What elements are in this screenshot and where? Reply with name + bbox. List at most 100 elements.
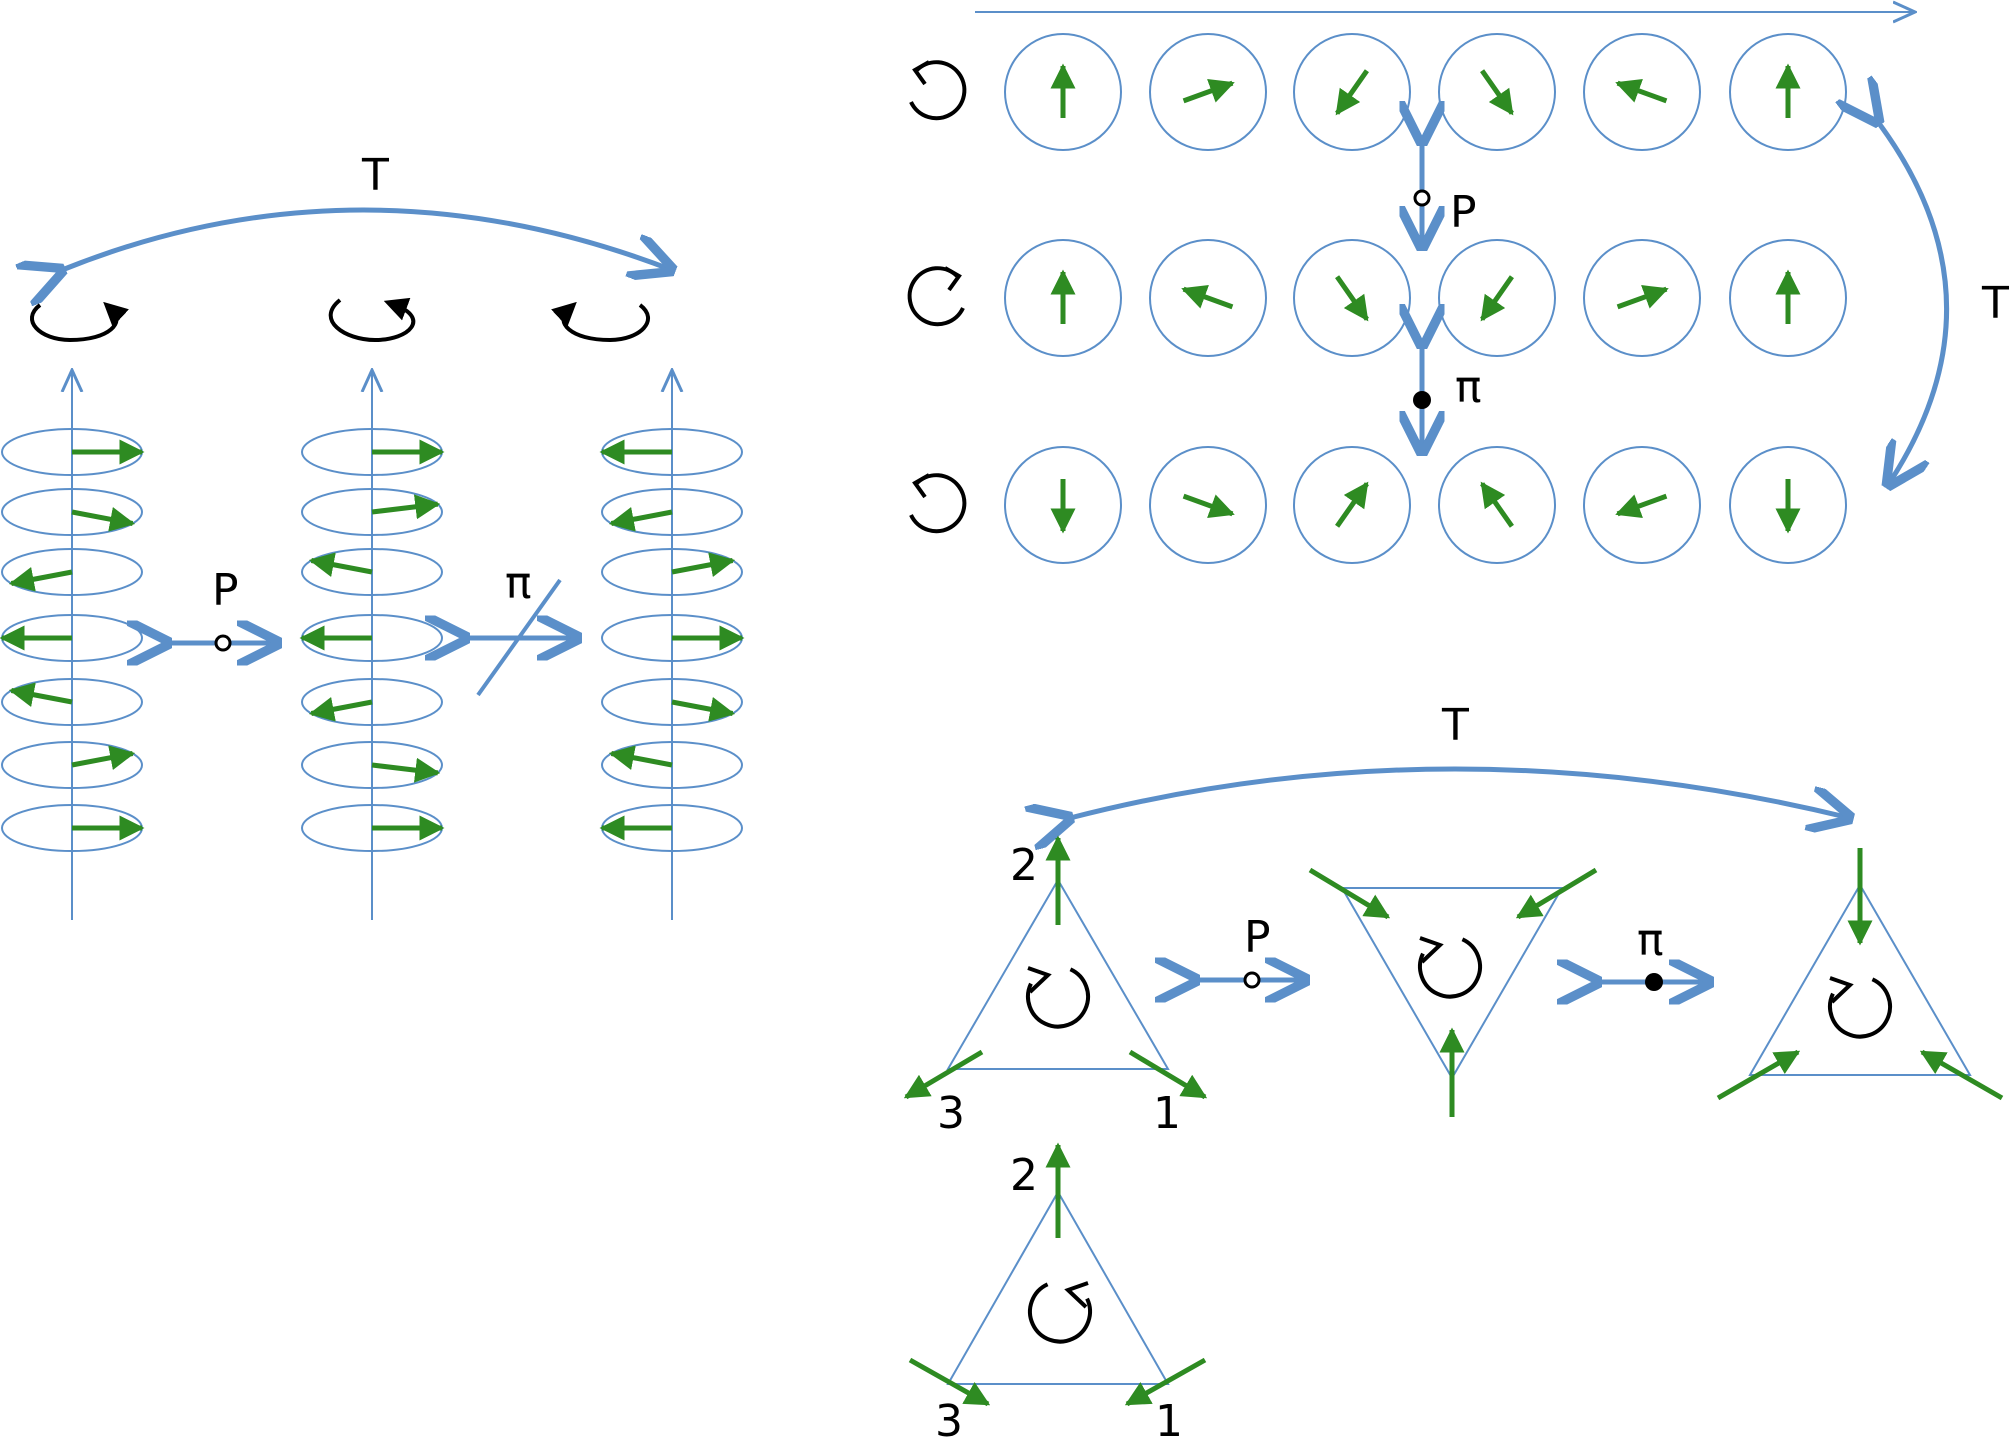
vertex-label-2: 2: [1010, 840, 1038, 891]
spin-chain-panel: P π T: [907, 12, 2009, 564]
pi-label: π: [505, 558, 532, 609]
spin-arrow: [1335, 275, 1369, 322]
helix-2: [299, 370, 445, 920]
spin-arrow: [1615, 493, 1668, 518]
site-circle: [1583, 446, 1701, 564]
spin-arrow: [1181, 285, 1234, 310]
spin-arrow: [1182, 493, 1235, 518]
spin-arrow: [608, 507, 673, 532]
site-circle: [1293, 33, 1411, 151]
spin-arrow: [8, 682, 73, 707]
time-reversal-label: T: [361, 150, 389, 201]
helix-3: [599, 370, 745, 920]
triangle-4: 2 1 3: [908, 1142, 1207, 1439]
chain-row-3: [909, 446, 1847, 564]
triangle-pi-label: π: [1637, 915, 1664, 966]
counterclockwise-rotation-icon: [909, 60, 967, 121]
site-circle: [1293, 446, 1411, 564]
spin-arrow: [1182, 79, 1235, 104]
triangle-2: [1308, 867, 1598, 1117]
helix-1: [0, 370, 145, 920]
counterclockwise-rotation-icon: [1418, 936, 1482, 999]
spin-arrow: [671, 697, 736, 722]
helix-ring: [1, 741, 143, 789]
vertex-label-2b: 2: [1010, 1150, 1038, 1201]
helix-ring: [601, 741, 743, 789]
spin-arrow: [8, 567, 73, 592]
triangle-panel: T P π 2 1 3: [903, 700, 2004, 1439]
filled-circle-icon: [1645, 973, 1663, 991]
helix-ring: [601, 488, 743, 536]
helix-ring: [301, 741, 443, 789]
counterclockwise-rotation-icon: [909, 473, 967, 534]
chain-t-label: T: [1981, 278, 2009, 329]
pi-symmetry-broken-connector: π: [466, 558, 578, 697]
chain-p-connector: P: [1415, 142, 1477, 247]
triangle-pi-connector: π: [1598, 915, 1710, 991]
spin-arrow: [1615, 79, 1668, 104]
counterclockwise-rotation-icon: [1026, 966, 1090, 1029]
spin-arrow: [308, 552, 373, 577]
vertex-label-1: 1: [1153, 1088, 1181, 1139]
site-circle: [1293, 239, 1411, 357]
site-circle: [1004, 446, 1122, 564]
helix-ring: [1, 488, 143, 536]
chain-p-label: P: [1450, 187, 1477, 238]
site-circle: [1438, 446, 1556, 564]
open-circle-icon: [1413, 189, 1431, 207]
vertex-label-3: 3: [937, 1088, 965, 1139]
helix-ring: [301, 548, 443, 596]
spin-arrow: [1616, 285, 1669, 310]
spin-arrow: [308, 697, 373, 722]
site-circle: [1149, 446, 1267, 564]
p-label: P: [212, 565, 239, 616]
spiral-rotation-icon: [328, 297, 416, 343]
spin-arrow: [1480, 275, 1514, 322]
clockwise-rotation-icon: [551, 301, 650, 343]
spin-arrow: [1480, 481, 1514, 528]
chain-time-reversal-arc: [1878, 122, 1950, 485]
clockwise-rotation-icon: [907, 266, 965, 327]
spin-arrow: [71, 507, 136, 532]
spin-arrow: [671, 552, 736, 577]
site-circle: [1729, 446, 1847, 564]
open-circle-icon: [1243, 971, 1261, 989]
time-reversal-arc: [62, 207, 672, 270]
chain-pi-label: π: [1455, 362, 1482, 413]
p-symmetry-connector: P: [168, 565, 278, 650]
open-circle-icon: [214, 634, 232, 652]
spin-arrow: [608, 745, 673, 770]
helix-ring: [301, 678, 443, 726]
spin-arrow: [371, 494, 441, 520]
chain-row-1: [909, 33, 1847, 151]
site-circle: [1438, 239, 1556, 357]
triangle-p-connector: P: [1196, 912, 1306, 987]
helix-ring: [301, 488, 443, 536]
site-circle: [1438, 33, 1556, 151]
chain-pi-connector: π: [1413, 345, 1482, 452]
vertex-label-1b: 1: [1155, 1396, 1183, 1439]
helix-ring: [601, 548, 743, 596]
filled-circle-icon: [1413, 391, 1431, 409]
vertex-label-3b: 3: [935, 1396, 963, 1439]
site-circle: [1583, 33, 1701, 151]
spin-arrow: [71, 745, 136, 770]
spin-arrow: [1335, 481, 1369, 528]
helix-panel: T P π: [0, 150, 745, 920]
helix-ring: [1, 678, 143, 726]
spin-arrow: [1480, 69, 1514, 116]
triangle-t-label: T: [1441, 700, 1469, 751]
site-circle: [1004, 33, 1122, 151]
clockwise-rotation-icon: [1028, 1281, 1092, 1344]
triangle-1: 2 1 3: [903, 835, 1208, 1139]
site-circle: [1149, 33, 1267, 151]
triangle-p-label: P: [1244, 912, 1271, 963]
counterclockwise-rotation-icon: [30, 301, 129, 343]
helix-ring: [601, 678, 743, 726]
triangle-time-reversal-arc: [1070, 766, 1850, 818]
counterclockwise-rotation-icon: [1828, 976, 1892, 1039]
site-circle: [1149, 239, 1267, 357]
spin-arrow: [371, 757, 441, 783]
helix-ring: [1, 548, 143, 596]
